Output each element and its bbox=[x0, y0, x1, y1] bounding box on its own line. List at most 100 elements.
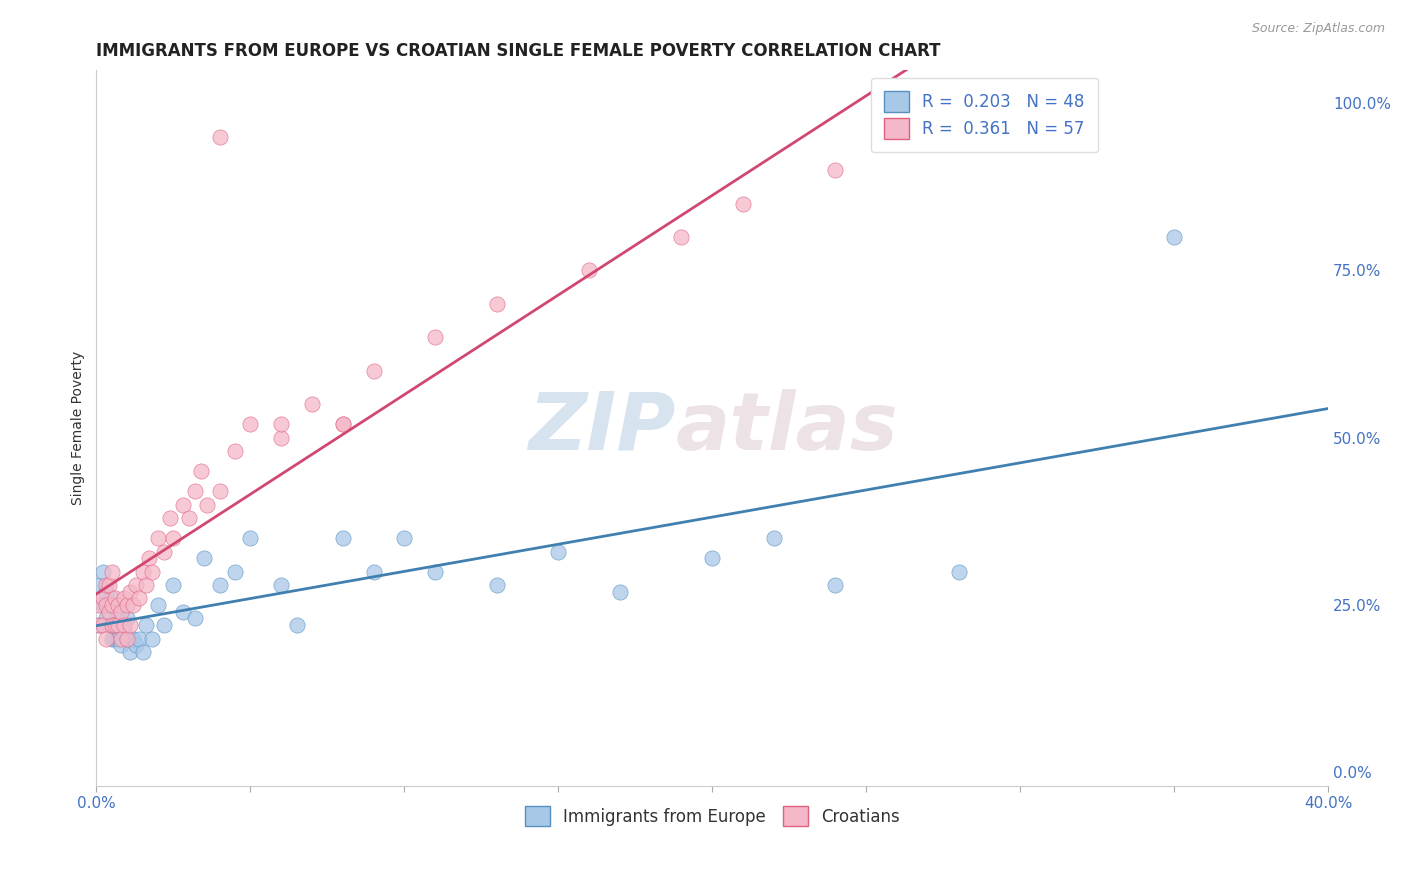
Point bbox=[100, 591, 122, 606]
Point bbox=[125, 638, 148, 652]
Point bbox=[122, 632, 145, 646]
Point bbox=[120, 584, 142, 599]
Point bbox=[824, 163, 846, 178]
Point bbox=[177, 511, 200, 525]
Point bbox=[104, 618, 127, 632]
Point bbox=[104, 618, 127, 632]
Point bbox=[578, 263, 600, 277]
Point bbox=[131, 645, 153, 659]
Point bbox=[107, 605, 129, 619]
Point bbox=[97, 618, 120, 632]
Point bbox=[138, 551, 160, 566]
Point bbox=[100, 598, 122, 612]
Point bbox=[97, 598, 120, 612]
Point bbox=[762, 531, 785, 545]
Point bbox=[89, 578, 111, 592]
Point bbox=[100, 618, 122, 632]
Point bbox=[547, 544, 569, 558]
Point bbox=[141, 565, 163, 579]
Point bbox=[172, 498, 194, 512]
Point bbox=[91, 598, 114, 612]
Point bbox=[110, 638, 132, 652]
Point bbox=[97, 578, 120, 592]
Point bbox=[110, 605, 132, 619]
Point bbox=[120, 645, 142, 659]
Point bbox=[208, 578, 231, 592]
Point bbox=[332, 417, 354, 432]
Point bbox=[301, 397, 323, 411]
Point bbox=[239, 531, 262, 545]
Point bbox=[917, 129, 939, 144]
Point bbox=[115, 632, 138, 646]
Point bbox=[120, 618, 142, 632]
Point bbox=[485, 578, 508, 592]
Point bbox=[423, 330, 446, 344]
Point bbox=[115, 611, 138, 625]
Point bbox=[270, 417, 292, 432]
Legend: Immigrants from Europe, Croatians: Immigrants from Europe, Croatians bbox=[516, 797, 908, 835]
Point bbox=[332, 531, 354, 545]
Point bbox=[1163, 230, 1185, 244]
Text: IMMIGRANTS FROM EUROPE VS CROATIAN SINGLE FEMALE POVERTY CORRELATION CHART: IMMIGRANTS FROM EUROPE VS CROATIAN SINGL… bbox=[97, 42, 941, 60]
Point bbox=[107, 618, 129, 632]
Text: ZIP: ZIP bbox=[527, 389, 675, 467]
Point bbox=[153, 544, 176, 558]
Point bbox=[122, 598, 145, 612]
Point bbox=[224, 444, 246, 458]
Point bbox=[184, 611, 207, 625]
Point bbox=[485, 297, 508, 311]
Point bbox=[609, 584, 631, 599]
Point bbox=[112, 591, 135, 606]
Text: Source: ZipAtlas.com: Source: ZipAtlas.com bbox=[1251, 22, 1385, 36]
Point bbox=[91, 565, 114, 579]
Point bbox=[731, 196, 754, 211]
Point bbox=[208, 129, 231, 144]
Point bbox=[146, 531, 169, 545]
Point bbox=[162, 578, 184, 592]
Point bbox=[146, 598, 169, 612]
Point bbox=[270, 431, 292, 445]
Point bbox=[153, 618, 176, 632]
Point bbox=[91, 618, 114, 632]
Point bbox=[193, 551, 215, 566]
Point bbox=[394, 531, 416, 545]
Point bbox=[948, 565, 970, 579]
Point bbox=[115, 632, 138, 646]
Point bbox=[110, 632, 132, 646]
Point bbox=[135, 578, 157, 592]
Point bbox=[112, 618, 135, 632]
Point bbox=[112, 624, 135, 639]
Point bbox=[94, 632, 117, 646]
Point bbox=[94, 611, 117, 625]
Point bbox=[172, 605, 194, 619]
Point bbox=[224, 565, 246, 579]
Point bbox=[94, 598, 117, 612]
Point bbox=[100, 565, 122, 579]
Point bbox=[104, 632, 127, 646]
Point bbox=[94, 578, 117, 592]
Point bbox=[131, 565, 153, 579]
Point bbox=[824, 578, 846, 592]
Point bbox=[100, 632, 122, 646]
Point bbox=[184, 484, 207, 499]
Point bbox=[190, 464, 212, 478]
Point bbox=[89, 598, 111, 612]
Point bbox=[159, 511, 181, 525]
Point bbox=[128, 591, 150, 606]
Point bbox=[107, 632, 129, 646]
Point bbox=[363, 565, 385, 579]
Point bbox=[363, 364, 385, 378]
Point bbox=[104, 591, 127, 606]
Point bbox=[239, 417, 262, 432]
Text: atlas: atlas bbox=[675, 389, 898, 467]
Point bbox=[270, 578, 292, 592]
Point bbox=[141, 632, 163, 646]
Point bbox=[97, 605, 120, 619]
Point bbox=[671, 230, 693, 244]
Point bbox=[702, 551, 724, 566]
Point bbox=[135, 618, 157, 632]
Point bbox=[91, 591, 114, 606]
Point bbox=[195, 498, 218, 512]
Point bbox=[332, 417, 354, 432]
Point bbox=[125, 578, 148, 592]
